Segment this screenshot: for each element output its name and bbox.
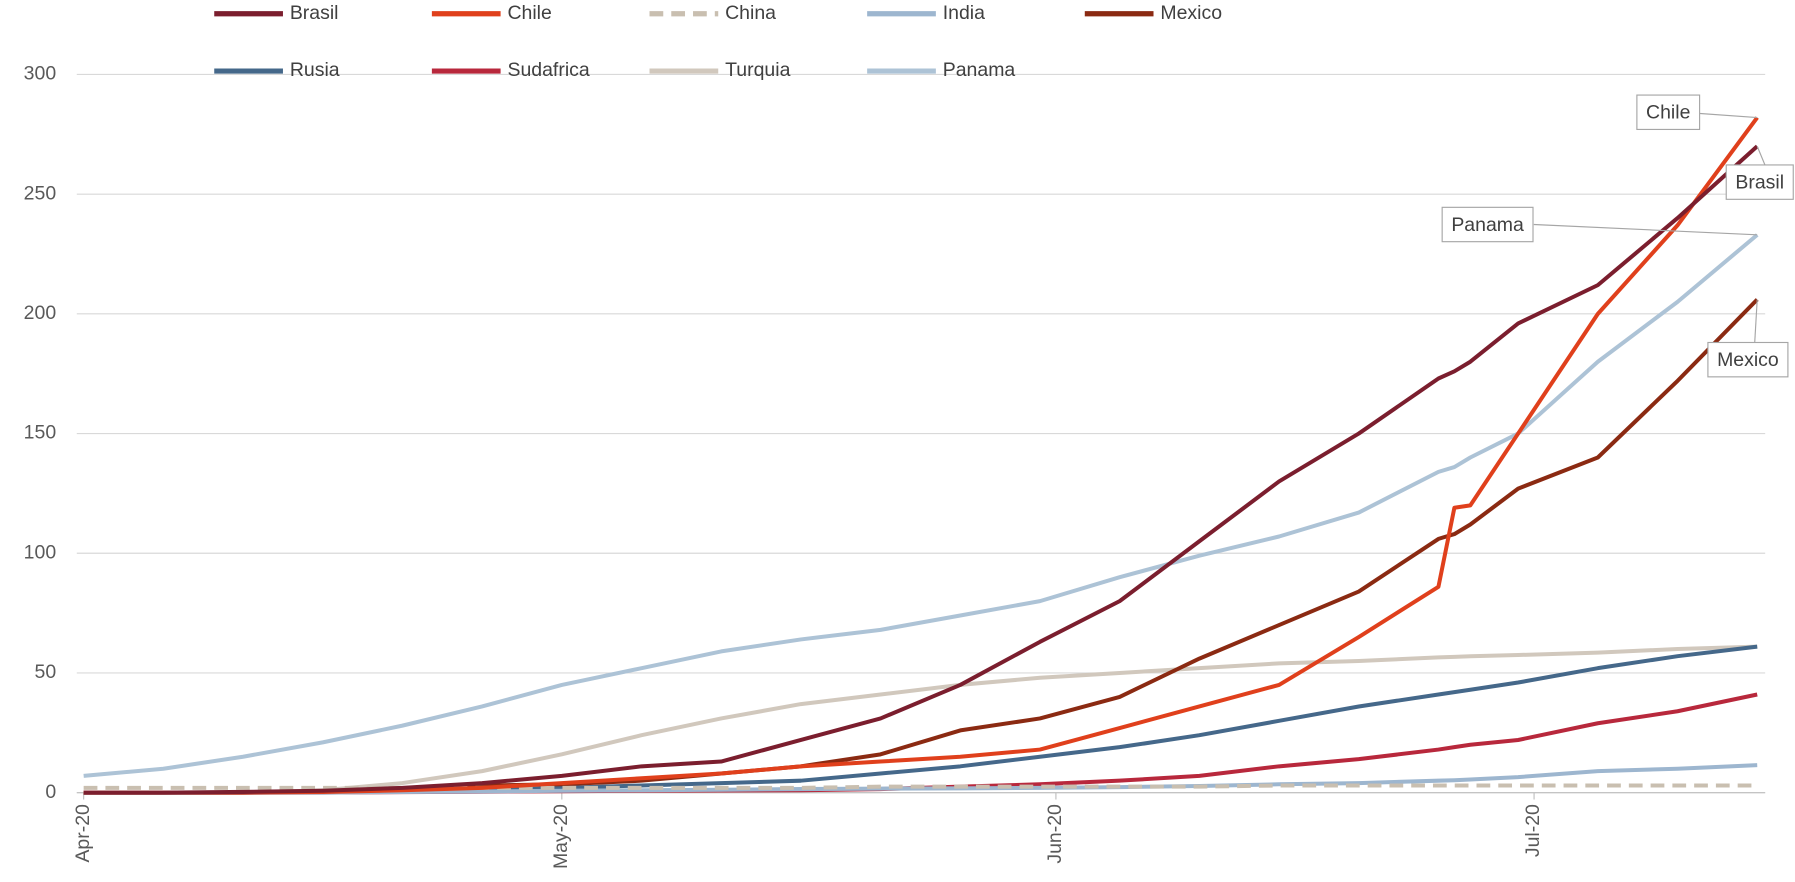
y-tick-label: 200 [24,302,57,324]
callout-box [1441,206,1534,243]
series-line [83,644,1758,795]
legend-label: India [943,2,985,24]
callout-leader [1533,223,1758,236]
y-tick-label: 100 [24,541,57,563]
x-tick-label: May-20 [550,804,572,869]
callout-box [1707,341,1789,378]
x-tick-label: Jul-20 [1522,804,1544,857]
legend-label: Chile [507,2,551,24]
y-tick-label: 0 [45,781,56,803]
legend-label: Brasil [290,2,339,24]
annotation: Panama [1451,214,1524,236]
series-line [83,783,1758,790]
x-tick-label: Jun-20 [1044,804,1066,864]
annotation: Chile [1646,102,1690,124]
series-line [83,644,1758,795]
x-tick-label: Apr-20 [72,804,94,863]
y-tick-label: 300 [24,63,57,85]
annotation: Mexico [1717,349,1779,371]
series-line [83,298,1759,795]
series-line [83,233,1759,778]
y-tick-label: 50 [35,661,57,683]
legend-label: Turquia [725,59,790,81]
annotation: Brasil [1735,171,1784,193]
legend-label: Sudafrica [507,59,589,81]
callout-box [1636,94,1701,131]
legend-label: Mexico [1160,2,1222,24]
legend-label: Rusia [290,59,340,81]
callout-box [1725,164,1794,200]
legend-label: Panama [943,59,1016,81]
y-tick-label: 250 [24,182,57,204]
series-line [83,144,1759,795]
legend-label: China [725,2,776,24]
series-line [83,116,1759,795]
y-tick-label: 150 [24,422,57,444]
